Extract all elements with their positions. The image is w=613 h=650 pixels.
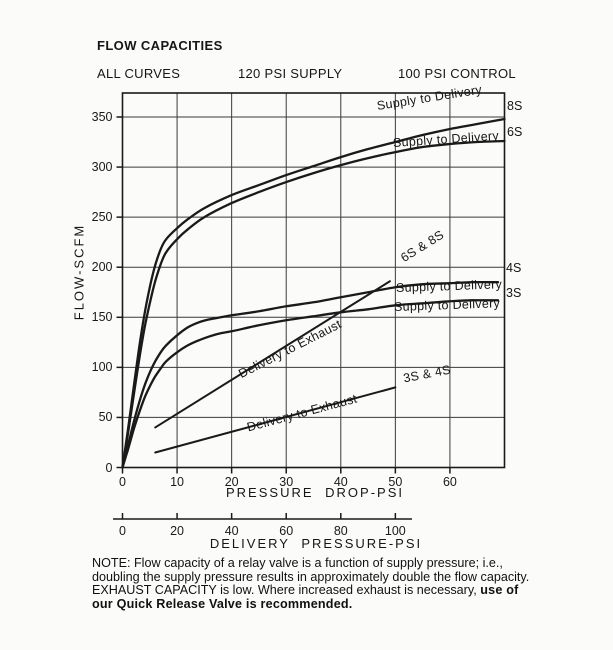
x-axis-title-pressure-drop: PRESSURE DROP-PSI [226,485,404,500]
y-tick-label: 150 [91,310,113,325]
note-bold-text: use of our Quick Release Valve is recomm… [92,583,519,611]
condition-control-pressure: 100 PSI CONTROL [398,66,516,81]
x2-tick-label: 20 [170,524,185,538]
condition-all-curves: ALL CURVES [97,66,181,81]
y-tick-label: 350 [91,110,113,124]
series-tag-3s: 3S [506,286,522,300]
y-tick-label: 100 [91,360,113,375]
note-paragraph: NOTE: Flow capacity of a relay valve is … [92,556,530,611]
x-tick-label: 0 [119,475,126,489]
series-tag-6s: 6S [507,125,523,139]
y-tick-label: 50 [98,410,113,425]
x-tick-label: 20 [224,475,239,489]
y-axis-title-flow-scfm: FLOW-SCFM [71,223,87,321]
x-tick-label: 50 [388,475,403,489]
x-tick-label: 30 [279,475,294,489]
x-axis-title-delivery-pressure: DELIVERY PRESSURE-PSI [209,536,423,551]
y-tick-label: 200 [91,260,113,275]
series-tag-4s: 4S [506,261,522,275]
x2-tick-label: 60 [279,524,294,538]
series-tag-8s: 8S [507,99,523,113]
y-tick-label: 0 [105,460,113,475]
x-tick-label: 10 [170,475,185,489]
x2-tick-label: 0 [119,524,126,538]
y-tick-label: 300 [91,160,113,175]
condition-supply-pressure: 120 PSI SUPPLY [238,66,343,81]
x2-tick-label: 80 [333,524,348,538]
page-title: FLOW CAPACITIES [97,38,223,53]
x-tick-label: 40 [333,475,348,489]
y-tick-label: 250 [91,210,113,225]
x-tick-label: 60 [442,475,457,489]
x2-tick-label: 100 [384,524,406,538]
x2-tick-label: 40 [224,524,239,538]
note-regular-text: NOTE: Flow capacity of a relay valve is … [92,556,530,598]
